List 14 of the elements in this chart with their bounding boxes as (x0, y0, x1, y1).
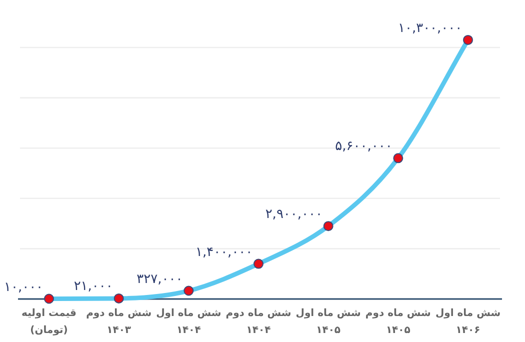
x-tick-label: شش ماه اول ۱۴۰۵ (294, 307, 362, 338)
x-tick-label: قیمت اولیه (تومان) (20, 307, 78, 338)
x-tick-label: شش ماه دوم ۱۴۰۴ (224, 307, 292, 338)
data-label: ۲,۹۰۰,۰۰۰ (265, 207, 322, 222)
x-tick-label: شش ماه دوم ۱۴۰۳ (85, 307, 153, 338)
x-tick-label: شش ماه دوم ۱۴۰۵ (364, 307, 432, 338)
data-label: ۱۰,۳۰۰,۰۰۰ (398, 20, 462, 36)
data-label: ۱۰,۰۰۰ (4, 280, 44, 295)
data-label: ۱,۴۰۰,۰۰۰ (196, 244, 253, 260)
data-label: ۲۱,۰۰۰ (74, 279, 113, 294)
data-label: ۵,۶۰۰,۰۰۰ (335, 139, 392, 154)
x-tick-label: شش ماه اول ۱۴۰۴ (155, 307, 222, 338)
data-label: ۳۲۷,۰۰۰ (136, 272, 183, 287)
x-tick-label: شش ماه اول ۱۴۰۶ (434, 307, 502, 338)
